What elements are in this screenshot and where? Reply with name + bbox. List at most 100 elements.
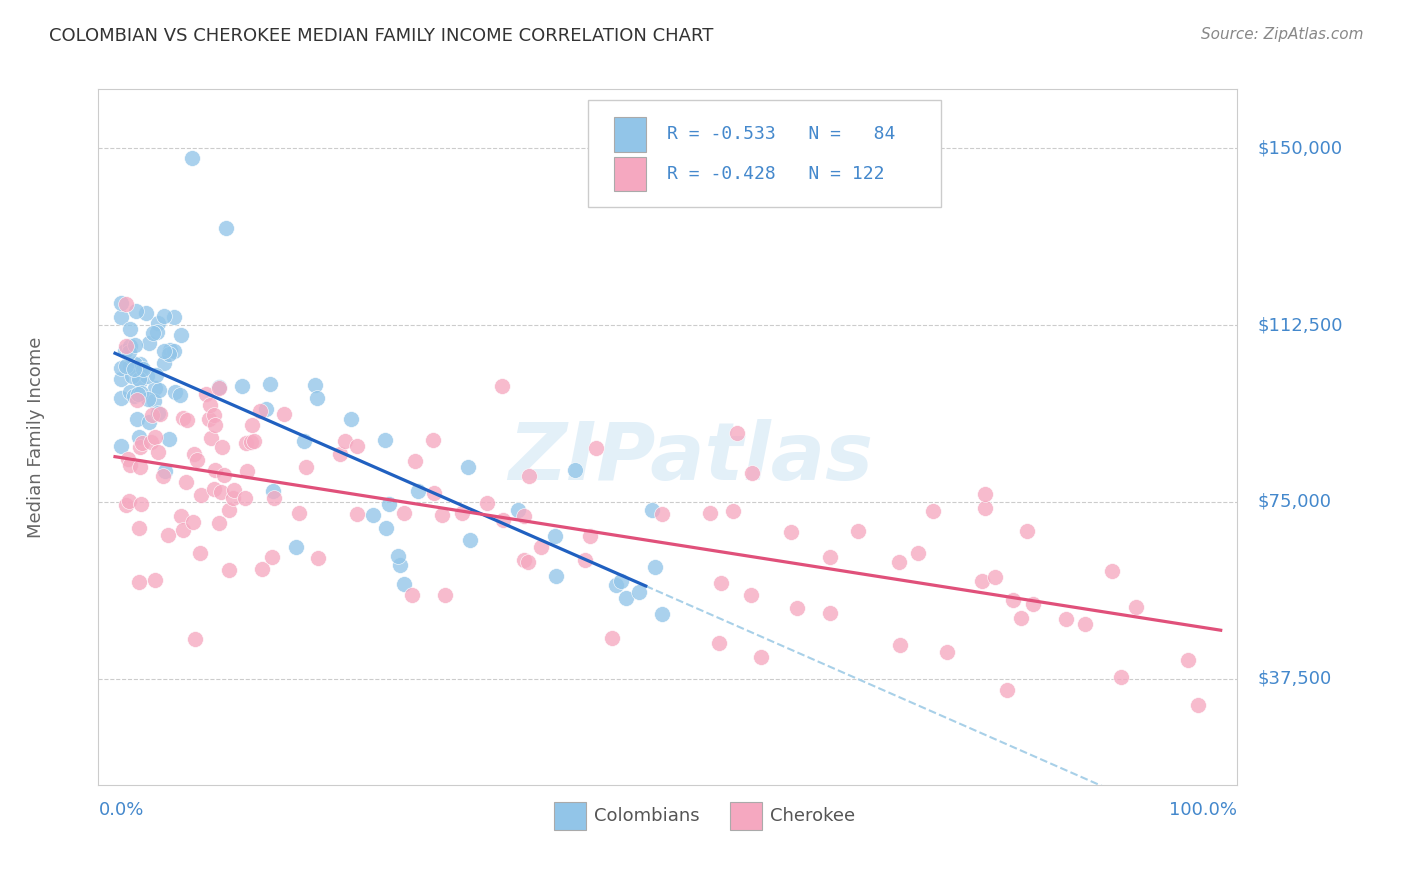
Point (139, 435, 162, 450)
Point (374, 521, 396, 535)
Point (262, 483, 284, 498)
Point (305, 391, 328, 405)
Point (786, 601, 808, 615)
Point (236, 464, 259, 478)
Text: Cherokee: Cherokee (770, 807, 855, 825)
Point (889, 639, 911, 653)
Point (749, 650, 772, 665)
Point (1074, 616, 1097, 631)
Point (115, 339, 138, 353)
Point (242, 418, 264, 433)
Point (1002, 593, 1025, 607)
Point (243, 434, 266, 448)
Point (149, 407, 172, 421)
Point (432, 508, 454, 522)
Point (198, 398, 221, 412)
Point (128, 362, 150, 376)
Point (1125, 600, 1147, 615)
Text: $75,000: $75,000 (1258, 493, 1331, 511)
Point (183, 632, 205, 646)
Point (163, 310, 186, 324)
Point (194, 387, 217, 401)
Point (564, 463, 586, 477)
Point (600, 631, 623, 645)
Point (110, 391, 132, 405)
Point (118, 458, 141, 472)
Point (122, 362, 145, 376)
Point (138, 335, 160, 350)
Text: $150,000: $150,000 (1258, 139, 1343, 157)
Point (921, 504, 943, 518)
Point (128, 574, 150, 589)
Point (212, 467, 235, 482)
Point (125, 304, 148, 318)
Point (198, 412, 221, 426)
Point (157, 528, 180, 542)
Point (170, 508, 193, 523)
Point (131, 436, 153, 450)
Point (627, 585, 650, 599)
Point (491, 379, 513, 393)
Point (153, 309, 176, 323)
Point (610, 574, 633, 588)
Point (138, 415, 160, 429)
Point (128, 372, 150, 386)
Text: $37,500: $37,500 (1258, 670, 1331, 688)
Point (202, 408, 225, 422)
Bar (614, 157, 647, 192)
Point (388, 558, 411, 573)
Point (710, 576, 733, 591)
Point (995, 682, 1018, 697)
Text: 0.0%: 0.0% (98, 802, 143, 820)
Point (392, 507, 415, 521)
Point (121, 368, 143, 383)
Point (110, 372, 132, 386)
Point (392, 576, 415, 591)
Point (984, 569, 1007, 583)
Point (1015, 524, 1038, 538)
Point (124, 389, 146, 403)
Point (285, 540, 308, 554)
Point (740, 588, 762, 602)
Point (157, 432, 180, 446)
Point (145, 325, 167, 339)
Point (202, 482, 225, 496)
Point (614, 591, 637, 606)
Text: 100.0%: 100.0% (1170, 802, 1237, 820)
Point (273, 407, 295, 421)
Text: COLOMBIAN VS CHEROKEE MEDIAN FAMILY INCOME CORRELATION CHART: COLOMBIAN VS CHEROKEE MEDIAN FAMILY INCO… (49, 27, 714, 45)
Point (1111, 670, 1133, 684)
Point (544, 529, 567, 543)
Point (115, 297, 138, 311)
Point (889, 555, 911, 569)
Point (204, 417, 226, 432)
Point (233, 491, 256, 505)
Point (235, 436, 257, 450)
Bar (614, 117, 647, 152)
Point (422, 485, 444, 500)
Point (640, 503, 662, 517)
Point (186, 453, 208, 467)
Point (135, 369, 157, 384)
Point (153, 344, 176, 359)
Point (146, 406, 169, 420)
Point (574, 553, 596, 567)
Point (231, 379, 253, 393)
Point (204, 463, 226, 477)
Point (378, 497, 401, 511)
Point (249, 404, 271, 418)
Point (585, 442, 607, 456)
Point (183, 447, 205, 461)
Point (143, 429, 166, 443)
Point (973, 501, 995, 516)
Point (605, 577, 627, 591)
Point (208, 380, 231, 394)
Point (1022, 597, 1045, 611)
Point (200, 431, 222, 445)
Point (422, 433, 444, 447)
Point (128, 430, 150, 444)
FancyBboxPatch shape (588, 100, 941, 208)
Point (114, 344, 136, 359)
Point (517, 555, 540, 569)
Point (129, 459, 152, 474)
